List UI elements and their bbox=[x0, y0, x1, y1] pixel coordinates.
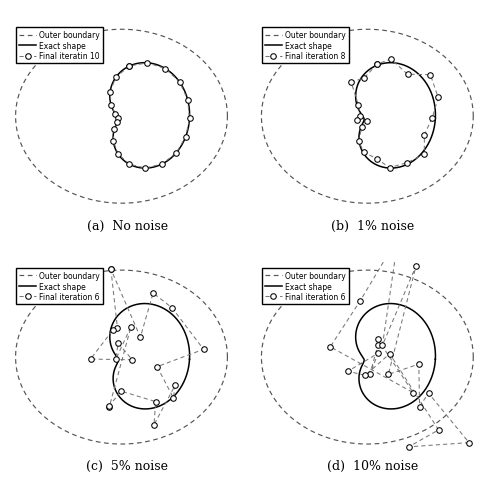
Text: (b)  1% noise: (b) 1% noise bbox=[332, 219, 414, 232]
Legend: Outer boundary, Exact shape, Final iteratin 10: Outer boundary, Exact shape, Final itera… bbox=[16, 28, 103, 64]
Text: (d)  10% noise: (d) 10% noise bbox=[328, 459, 418, 472]
Text: (a)  No noise: (a) No noise bbox=[86, 219, 168, 232]
Legend: Outer boundary, Exact shape, Final iteration 6: Outer boundary, Exact shape, Final itera… bbox=[16, 269, 103, 304]
Legend: Outer boundary, Exact shape, Final iteration 8: Outer boundary, Exact shape, Final itera… bbox=[262, 28, 348, 64]
Text: (c)  5% noise: (c) 5% noise bbox=[86, 459, 168, 472]
Legend: Outer boundary, Exact shape, Final iteration 6: Outer boundary, Exact shape, Final itera… bbox=[262, 269, 348, 304]
